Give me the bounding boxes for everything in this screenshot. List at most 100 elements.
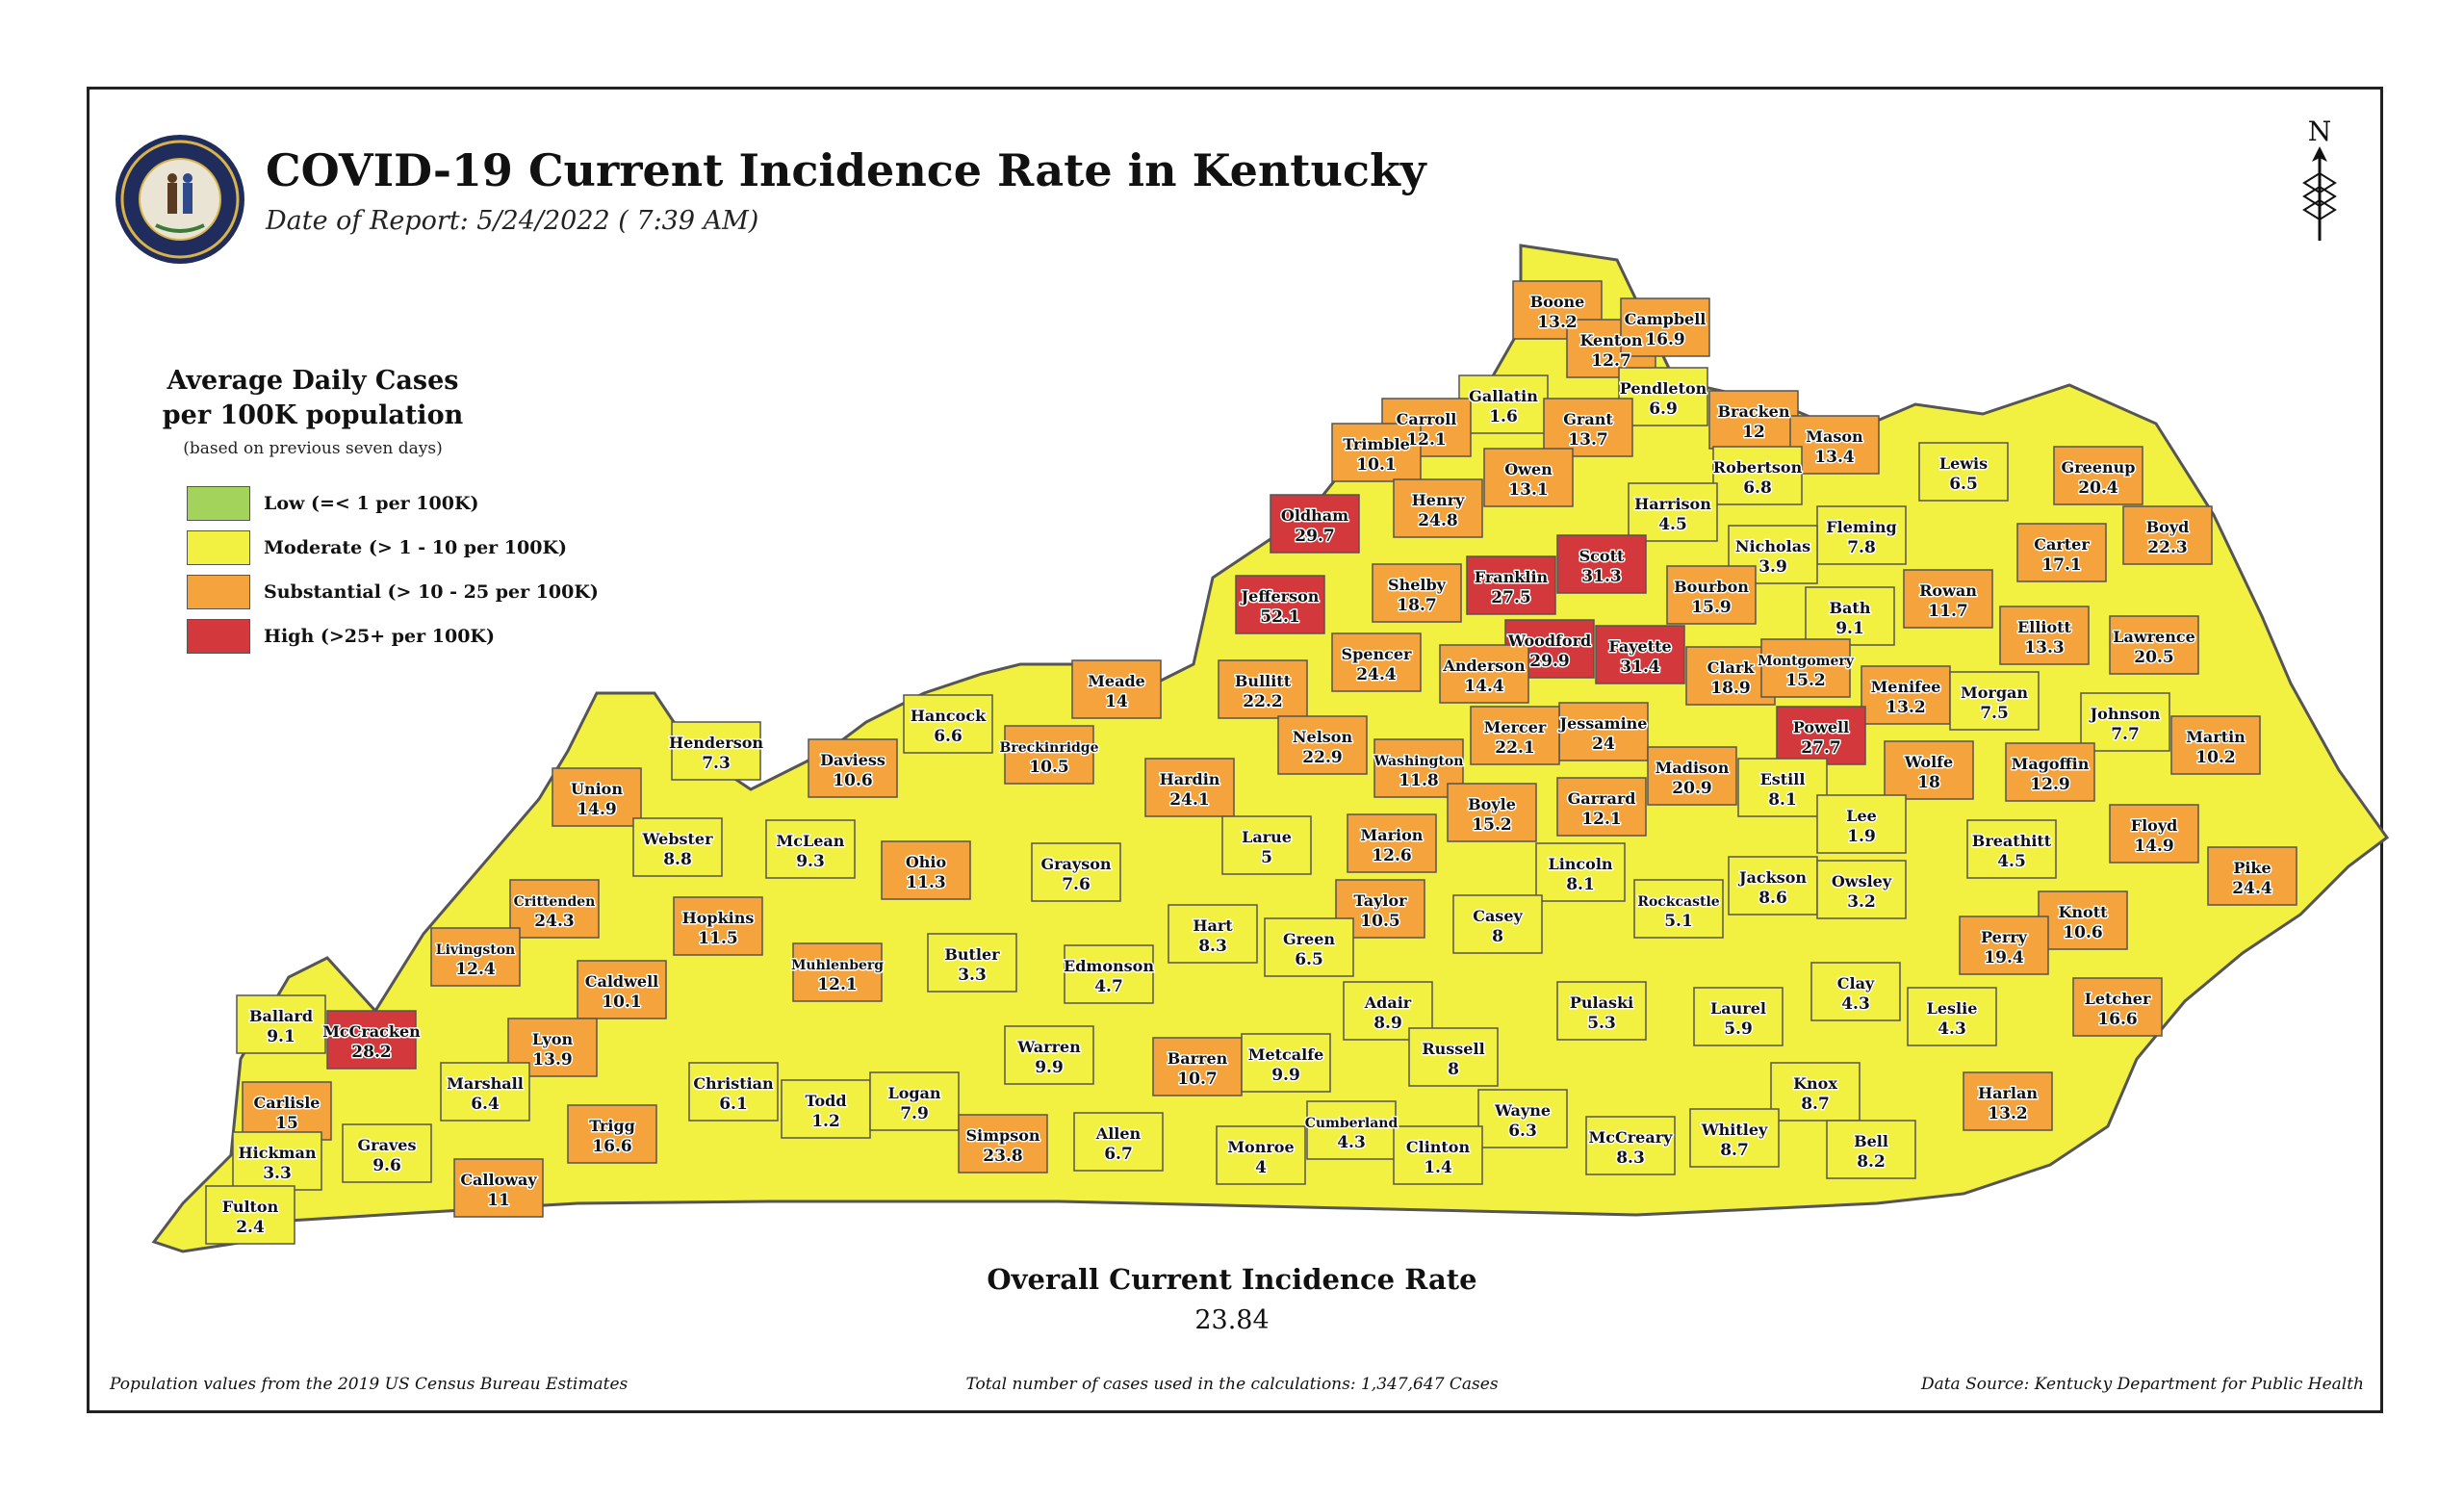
county-rate-mason: 13.4 <box>1814 448 1855 467</box>
county-region-knott <box>2038 890 2128 950</box>
county-rate-perry: 19.4 <box>1984 948 2024 967</box>
county-name-grant: Grant <box>1563 410 1613 428</box>
county-rate-estill: 8.1 <box>1768 790 1797 810</box>
county-region-powell <box>1776 706 1866 765</box>
county-name-mercer: Mercer <box>1484 718 1547 736</box>
county-rate-carlisle: 15 <box>275 1114 298 1133</box>
county-name-estill: Estill <box>1760 770 1806 788</box>
legend-note: (based on previous seven days) <box>183 439 443 458</box>
county-region-hart <box>1168 904 1258 964</box>
county-name-knox: Knox <box>1793 1074 1837 1093</box>
county-regions <box>205 280 2297 1245</box>
county-region-robertson <box>1712 446 1803 505</box>
county-name-ohio: Ohio <box>906 853 947 871</box>
county-region-boyle <box>1447 783 1537 842</box>
north-label: N <box>2308 116 2332 147</box>
county-name-lyon: Lyon <box>532 1030 574 1048</box>
county-name-pike: Pike <box>2233 859 2271 877</box>
county-rate-fulton: 2.4 <box>236 1218 265 1237</box>
county-name-washington: Washington <box>1373 754 1464 769</box>
county-rate-clay: 4.3 <box>1841 994 1870 1014</box>
county-name-lewis: Lewis <box>1939 454 1988 473</box>
legend-item-low: Low (=< 1 per 100K) <box>187 485 478 522</box>
county-name-madison: Madison <box>1656 759 1730 777</box>
county-rate-gallatin: 1.6 <box>1489 407 1518 426</box>
county-rate-hart: 8.3 <box>1198 937 1227 956</box>
county-name-casey: Casey <box>1473 907 1523 925</box>
county-rate-henderson: 7.3 <box>702 754 731 773</box>
county-region-mccracken <box>326 1010 417 1070</box>
county-rate-bullitt: 22.2 <box>1243 692 1282 711</box>
north-arrow-icon: N <box>2302 116 2337 241</box>
county-region-letcher <box>2072 977 2163 1037</box>
county-rate-johnson: 7.7 <box>2111 725 2140 744</box>
county-rate-ballard: 9.1 <box>267 1027 295 1046</box>
county-rate-menifee: 13.2 <box>1886 698 1925 717</box>
county-rate-monroe: 4 <box>1255 1158 1267 1177</box>
county-rate-lincoln: 8.1 <box>1566 875 1595 894</box>
county-name-fleming: Fleming <box>1826 518 1896 536</box>
county-region-henry <box>1393 478 1483 538</box>
county-name-hickman: Hickman <box>239 1144 317 1162</box>
county-rate-graves: 9.6 <box>372 1156 401 1175</box>
county-rate-crittenden: 24.3 <box>534 912 574 931</box>
county-name-montgomery: Montgomery <box>1758 654 1855 669</box>
county-region-calloway <box>453 1158 544 1218</box>
county-rate-rowan: 11.7 <box>1928 602 1967 621</box>
county-name-crittenden: Crittenden <box>514 894 596 910</box>
county-name-clinton: Clinton <box>1406 1138 1471 1156</box>
county-name-carter: Carter <box>2034 535 2090 554</box>
county-region-campbell <box>1620 297 1710 357</box>
county-region-fayette <box>1595 625 1685 684</box>
county-region-perry <box>1959 916 2049 975</box>
county-rate-pike: 24.4 <box>2232 879 2272 898</box>
county-name-lawrence: Lawrence <box>2113 628 2195 646</box>
county-region-harrison <box>1628 482 1718 542</box>
overall-rate-title: Overall Current Incidence Rate <box>987 1263 1477 1296</box>
county-rate-oldham: 29.7 <box>1295 527 1334 546</box>
county-name-bath: Bath <box>1830 599 1871 617</box>
county-name-butler: Butler <box>944 945 1000 964</box>
county-region-larue <box>1221 815 1312 875</box>
legend-label-low: Low (=< 1 per 100K) <box>264 493 479 514</box>
county-rate-woodford: 29.9 <box>1529 652 1569 671</box>
county-region-hopkins <box>673 896 763 956</box>
county-rate-jefferson: 52.1 <box>1260 607 1299 627</box>
legend-label-substantial: Substantial (> 10 - 25 per 100K) <box>264 581 599 603</box>
county-region-franklin <box>1466 555 1556 615</box>
county-name-powell: Powell <box>1793 718 1849 736</box>
county-rate-nelson: 22.9 <box>1302 748 1342 767</box>
county-region-hickman <box>232 1131 322 1191</box>
county-region-mercer <box>1470 706 1560 765</box>
county-name-simpson: Simpson <box>965 1126 1040 1145</box>
county-rate-grant: 13.7 <box>1568 430 1607 450</box>
county-region-daviess <box>808 738 898 798</box>
county-region-marshall <box>440 1062 530 1122</box>
county-name-bourbon: Bourbon <box>1674 578 1749 596</box>
county-rate-clark: 18.9 <box>1710 679 1750 698</box>
county-name-christian: Christian <box>693 1074 774 1093</box>
county-name-wayne: Wayne <box>1494 1101 1551 1120</box>
county-name-hopkins: Hopkins <box>682 909 755 927</box>
county-region-bourbon <box>1666 565 1757 625</box>
county-name-metcalfe: Metcalfe <box>1248 1045 1324 1064</box>
county-rate-ohio: 11.3 <box>906 873 945 892</box>
county-name-edmonson: Edmonson <box>1064 957 1154 975</box>
county-rate-owsley: 3.2 <box>1847 892 1876 912</box>
county-name-hancock: Hancock <box>911 707 987 725</box>
county-name-muhlenberg: Muhlenberg <box>791 958 884 973</box>
county-region-caldwell <box>577 960 667 1019</box>
county-region-barren <box>1152 1037 1243 1096</box>
county-name-wolfe: Wolfe <box>1904 753 1953 771</box>
county-rate-mccracken: 28.2 <box>351 1043 391 1062</box>
county-region-lee <box>1816 794 1907 854</box>
county-name-boone: Boone <box>1530 293 1585 311</box>
county-rate-elliott: 13.3 <box>2024 638 2064 658</box>
county-region-clinton <box>1393 1125 1483 1185</box>
county-rate-todd: 1.2 <box>811 1112 840 1131</box>
county-rate-scott: 31.3 <box>1581 567 1621 586</box>
county-region-mason <box>1789 415 1880 475</box>
county-name-johnson: Johnson <box>2089 705 2161 723</box>
county-name-cumberland: Cumberland <box>1305 1116 1399 1131</box>
county-region-jackson <box>1728 856 1818 916</box>
